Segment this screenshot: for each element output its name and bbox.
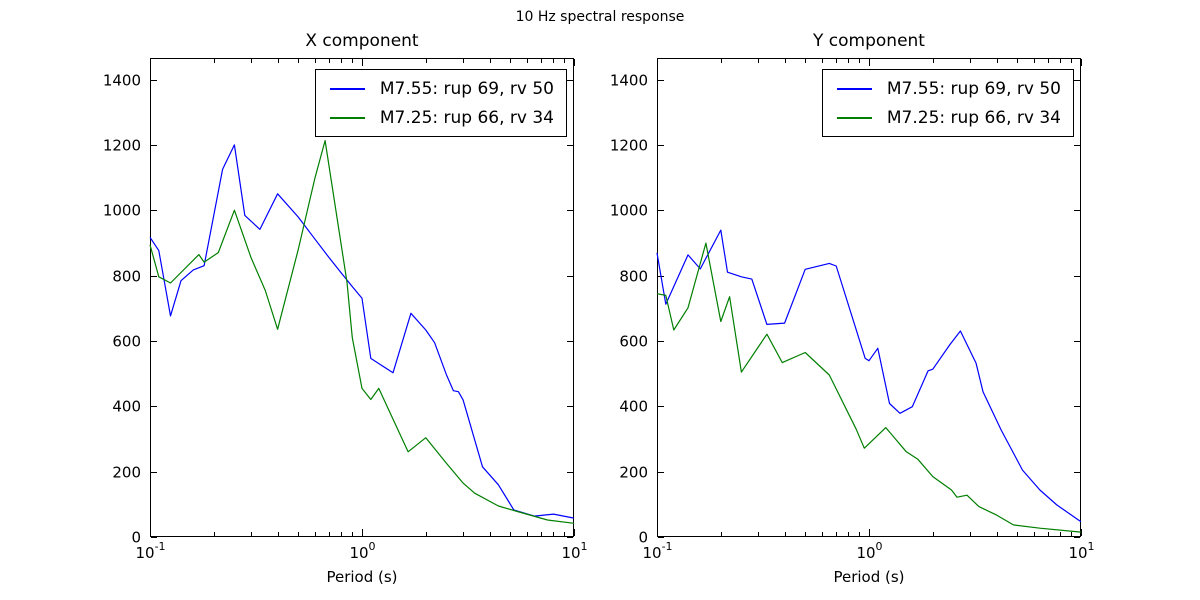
legend-line-icon	[329, 116, 365, 119]
svg-text:10-1: 10-1	[642, 540, 672, 562]
svg-text:0: 0	[131, 529, 141, 547]
figure-title: 10 Hz spectral response	[515, 9, 685, 25]
legend-line-icon	[836, 116, 872, 119]
legend-item: M7.25: rup 66, rv 34	[835, 103, 1061, 132]
svg-text:101: 101	[561, 540, 587, 562]
svg-text:0: 0	[638, 529, 648, 547]
svg-text:100: 100	[856, 540, 882, 562]
svg-text:1000: 1000	[103, 202, 141, 220]
legend-item: M7.55: rup 69, rv 50	[835, 74, 1061, 103]
svg-text:1400: 1400	[610, 72, 648, 90]
svg-text:200: 200	[619, 464, 648, 482]
svg-text:10-1: 10-1	[135, 540, 165, 562]
svg-text:1000: 1000	[610, 202, 648, 220]
legend-line-icon	[329, 87, 365, 90]
legend-label: M7.55: rup 69, rv 50	[886, 78, 1061, 99]
svg-text:400: 400	[112, 398, 141, 416]
subplot-x-title: X component	[305, 31, 419, 51]
legend-label: M7.55: rup 69, rv 50	[379, 78, 554, 99]
svg-text:1200: 1200	[610, 137, 648, 155]
svg-text:800: 800	[112, 268, 141, 286]
x-axis-label: Period (s)	[833, 568, 905, 586]
svg-text:600: 600	[112, 333, 141, 351]
plot-area-x: 0 200 400 600 800 1000 1200 1400 10-1 100 101	[103, 58, 588, 562]
svg-text:200: 200	[112, 464, 141, 482]
legend-line-icon	[836, 87, 872, 90]
legend-label: M7.25: rup 66, rv 34	[886, 107, 1061, 128]
svg-text:1200: 1200	[103, 137, 141, 155]
subplot-y-title: Y component	[813, 31, 925, 51]
legend-item: M7.55: rup 69, rv 50	[328, 74, 554, 103]
legend: M7.55: rup 69, rv 50 M7.25: rup 66, rv 3…	[821, 69, 1074, 137]
svg-text:600: 600	[619, 333, 648, 351]
legend-label: M7.25: rup 66, rv 34	[379, 107, 554, 128]
subplot-x-component: X component 0 200 400 600 800 1000 1200 1400 10-…	[103, 31, 588, 586]
svg-text:100: 100	[349, 540, 375, 562]
subplot-y-component: Y component 0 200 400 600 800 1000 1200 1400 10-…	[610, 31, 1095, 586]
svg-text:400: 400	[619, 398, 648, 416]
svg-text:101: 101	[1068, 540, 1094, 562]
svg-text:1400: 1400	[103, 72, 141, 90]
svg-text:800: 800	[619, 268, 648, 286]
legend-item: M7.25: rup 66, rv 34	[328, 103, 554, 132]
plot-area-y: 0 200 400 600 800 1000 1200 1400 10-1 100 101	[610, 58, 1095, 562]
x-axis-label: Period (s)	[326, 568, 398, 586]
legend: M7.55: rup 69, rv 50 M7.25: rup 66, rv 3…	[314, 69, 567, 137]
